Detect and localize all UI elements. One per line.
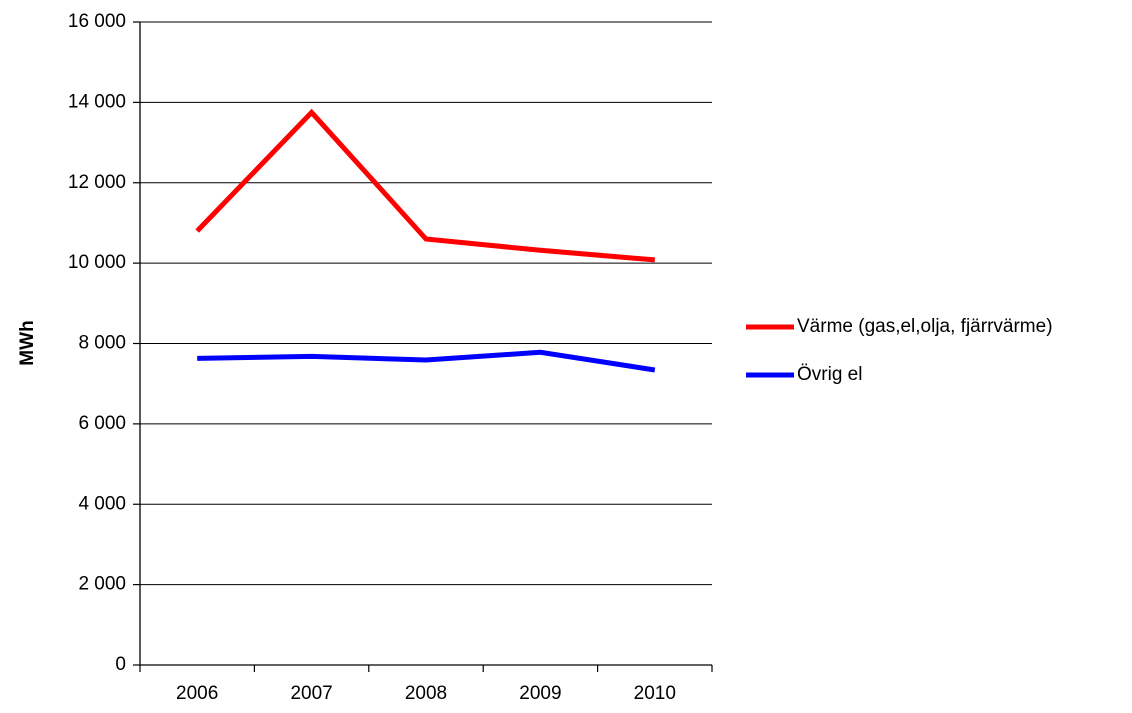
x-tick-label: 2009 [519, 683, 561, 704]
y-tick-label: 10 000 [68, 252, 126, 273]
x-ticks: 2006 2007 2008 2009 2010 [139, 665, 713, 704]
series-line-1 [197, 349, 656, 373]
series-line-0 [195, 108, 656, 263]
y-ticks: 0 2 000 4 000 6 000 8 000 10 000 12 000 14 000 1… [68, 11, 140, 675]
y-tick-label: 12 000 [68, 172, 126, 193]
x-tick-label: 2008 [405, 683, 447, 704]
y-axis-title: MWh [17, 320, 38, 365]
y-tick-label: 8 000 [78, 333, 126, 354]
series-lines [195, 108, 656, 373]
y-tick-label: 4 000 [78, 493, 126, 514]
x-tick-label: 2010 [634, 683, 676, 704]
y-tick-label: 6 000 [78, 413, 126, 434]
gridlines [140, 21, 712, 586]
y-tick-label: 0 [115, 654, 126, 675]
legend-label: Värme (gas,el,olja, fjärrvärme) [797, 316, 1053, 337]
x-tick-label: 2007 [290, 683, 332, 704]
legend-label: Övrig el [797, 364, 862, 385]
y-tick-label: 16 000 [68, 11, 126, 32]
x-tick-label: 2006 [176, 683, 218, 704]
legend: Värme (gas,el,olja, fjärrvärme) Övrig el [746, 316, 1053, 385]
y-tick-label: 2 000 [78, 574, 126, 595]
y-tick-label: 14 000 [68, 91, 126, 112]
